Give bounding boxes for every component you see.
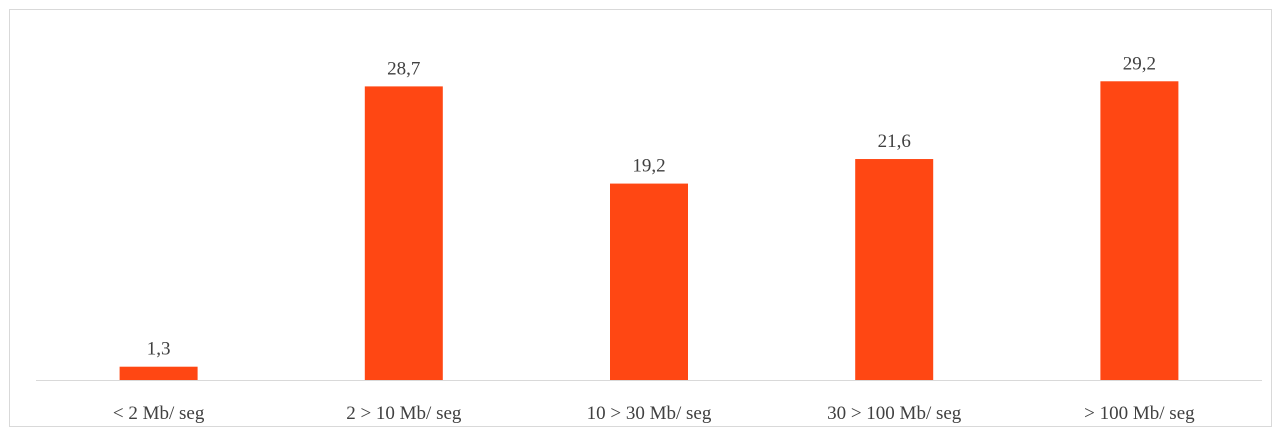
value-label: 19,2	[632, 156, 665, 177]
value-label: 29,2	[1123, 53, 1156, 74]
bars-group	[119, 81, 1179, 381]
category-label: 2 > 10 Mb/ seg	[346, 403, 462, 424]
category-label: < 2 Mb/ seg	[113, 403, 205, 424]
bar	[364, 86, 443, 381]
category-label: 30 > 100 Mb/ seg	[827, 403, 962, 424]
value-labels-group: 1,3 28,7 19,2 21,6 29,2	[147, 53, 1156, 359]
category-labels-group: < 2 Mb/ seg 2 > 10 Mb/ seg 10 > 30 Mb/ seg…	[113, 403, 1195, 424]
value-label: 1,3	[147, 339, 171, 360]
bar	[1100, 81, 1179, 380]
category-label: 10 > 30 Mb/ seg	[587, 403, 712, 424]
value-label: 21,6	[878, 131, 911, 152]
value-label: 28,7	[387, 58, 420, 79]
category-label: > 100 Mb/ seg	[1084, 403, 1195, 424]
bar	[119, 366, 198, 380]
bar	[855, 159, 934, 380]
bar	[610, 183, 688, 380]
